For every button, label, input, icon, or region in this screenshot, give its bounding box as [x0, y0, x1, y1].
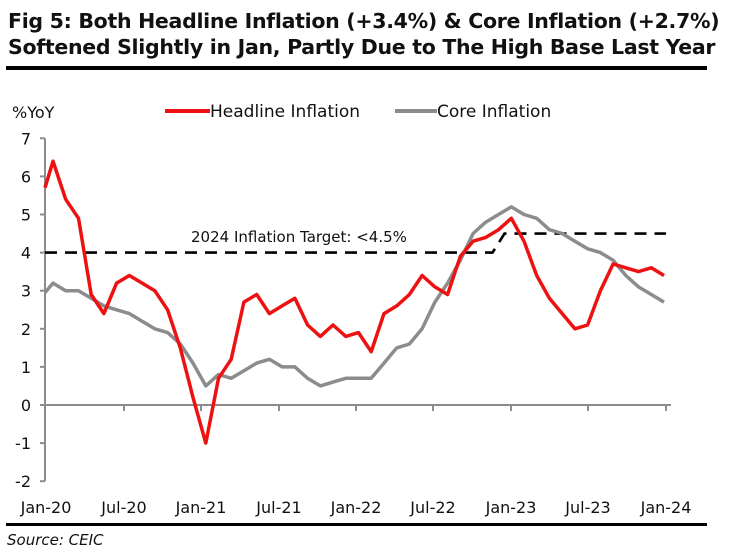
legend-label-core: Core Inflation [437, 102, 551, 122]
chart-title: Fig 5: Both Headline Inflation (+3.4%) &… [8, 8, 728, 60]
y-tick-label: 5 [21, 206, 31, 225]
legend: Headline Inflation Core Inflation [165, 102, 551, 122]
x-tick-label: Jan-22 [330, 498, 382, 517]
x-tick-label: Jul-23 [564, 498, 610, 517]
y-tick-label: 3 [21, 282, 31, 301]
y-tick-label: -1 [15, 434, 31, 453]
headline-inflation-line [43, 159, 665, 445]
x-tick-label: Jan-20 [20, 498, 72, 517]
y-axis-label: %YoY [12, 103, 55, 122]
x-tick-label: Jan-23 [485, 498, 537, 517]
y-tick-label: 4 [21, 244, 31, 263]
chart-title-line2: Softened Slightly in Jan, Partly Due to … [8, 35, 716, 59]
target-line [45, 232, 666, 254]
y-tick-label: 0 [21, 396, 31, 415]
y-tick-label: 1 [21, 358, 31, 377]
source-note: Source: CEIC [7, 531, 104, 549]
x-tick-label: Jul-20 [100, 498, 146, 517]
y-tick-label: 7 [21, 129, 31, 148]
footer-divider [6, 523, 707, 526]
x-tick-label: Jul-21 [255, 498, 301, 517]
target-annotation: 2024 Inflation Target: <4.5% [191, 228, 407, 246]
y-tick-label: -2 [15, 472, 31, 491]
y-tick-label: 6 [21, 167, 31, 186]
x-tick-label: Jan-24 [640, 498, 692, 517]
legend-label-headline: Headline Inflation [210, 102, 360, 122]
core-inflation-line [43, 205, 665, 388]
y-tick-label: 2 [21, 320, 31, 339]
chart-title-line1: Fig 5: Both Headline Inflation (+3.4%) &… [8, 9, 720, 33]
title-divider [6, 66, 707, 70]
x-tick-label: Jul-22 [409, 498, 455, 517]
x-tick-label: Jan-21 [175, 498, 227, 517]
